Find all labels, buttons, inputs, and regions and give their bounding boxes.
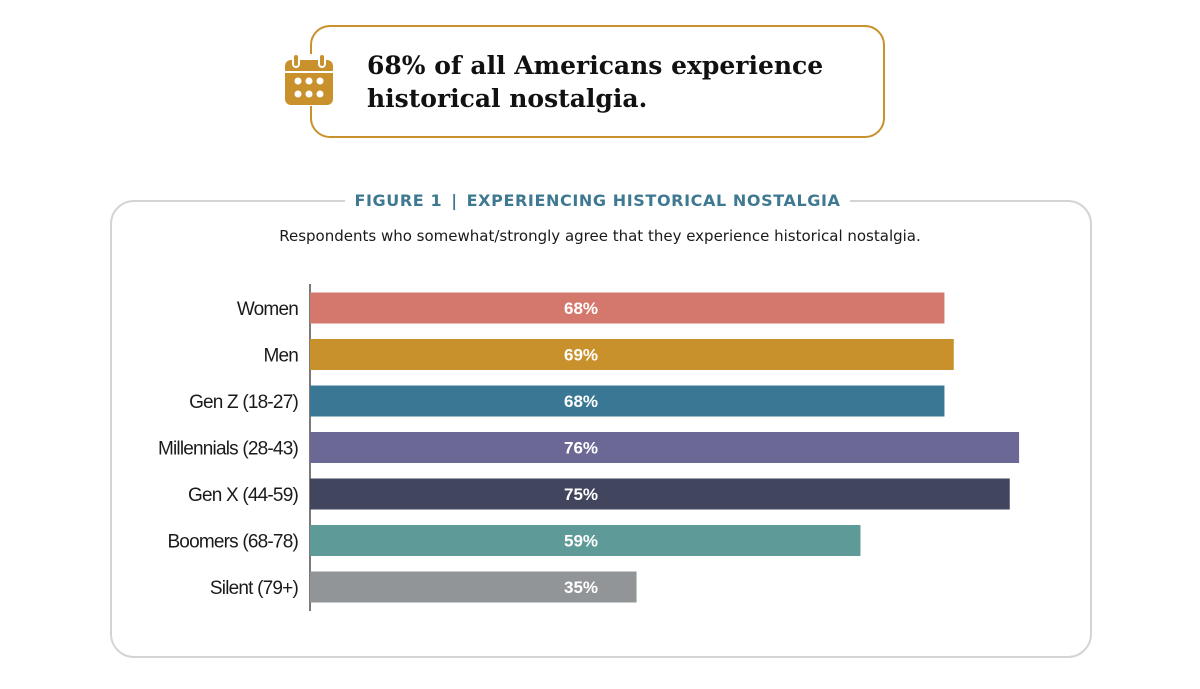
figure-subtitle: Respondents who somewhat/strongly agree … (279, 227, 921, 245)
calendar-icon (284, 53, 334, 106)
calendar-icon-graphic (285, 53, 333, 105)
value-label-4: 75% (564, 485, 598, 504)
bar-1 (310, 339, 954, 370)
category-label-5: Boomers (68-78) (167, 532, 298, 553)
bar-0 (310, 292, 945, 324)
bar-3 (310, 432, 1020, 463)
bar-4 (310, 478, 1010, 510)
callout-box (310, 25, 885, 138)
value-label-1: 69% (564, 346, 598, 365)
bar-6 (310, 571, 637, 603)
category-label-4: Gen X (44-59) (188, 485, 298, 506)
value-label-6: 35% (564, 578, 598, 597)
value-label-0: 68% (564, 299, 598, 318)
category-label-6: Silent (79+) (210, 578, 299, 599)
bar-5 (310, 525, 861, 556)
bar-2 (310, 385, 945, 417)
value-label-2: 68% (564, 392, 598, 411)
callout-line-1: 68% of all Americans experience (367, 51, 824, 80)
category-label-3: Millennials (28-43) (158, 439, 299, 460)
figure-title-separator: | (451, 191, 458, 210)
category-label-1: Men (263, 346, 298, 367)
figure-title: FIGURE 1 | EXPERIENCING HISTORICAL NOSTALG… (345, 188, 850, 214)
category-label-0: Women (237, 299, 298, 320)
figure-label: FIGURE 1 (354, 191, 443, 210)
figure-title-text: EXPERIENCING HISTORICAL NOSTALGIA (466, 191, 841, 210)
value-label-3: 76% (564, 439, 598, 458)
value-label-5: 59% (564, 532, 598, 551)
category-label-2: Gen Z (18-27) (189, 392, 298, 413)
callout-headline: 68% of all Americans experience historic… (367, 49, 867, 115)
callout-line-2: historical nostalgia. (367, 84, 648, 113)
